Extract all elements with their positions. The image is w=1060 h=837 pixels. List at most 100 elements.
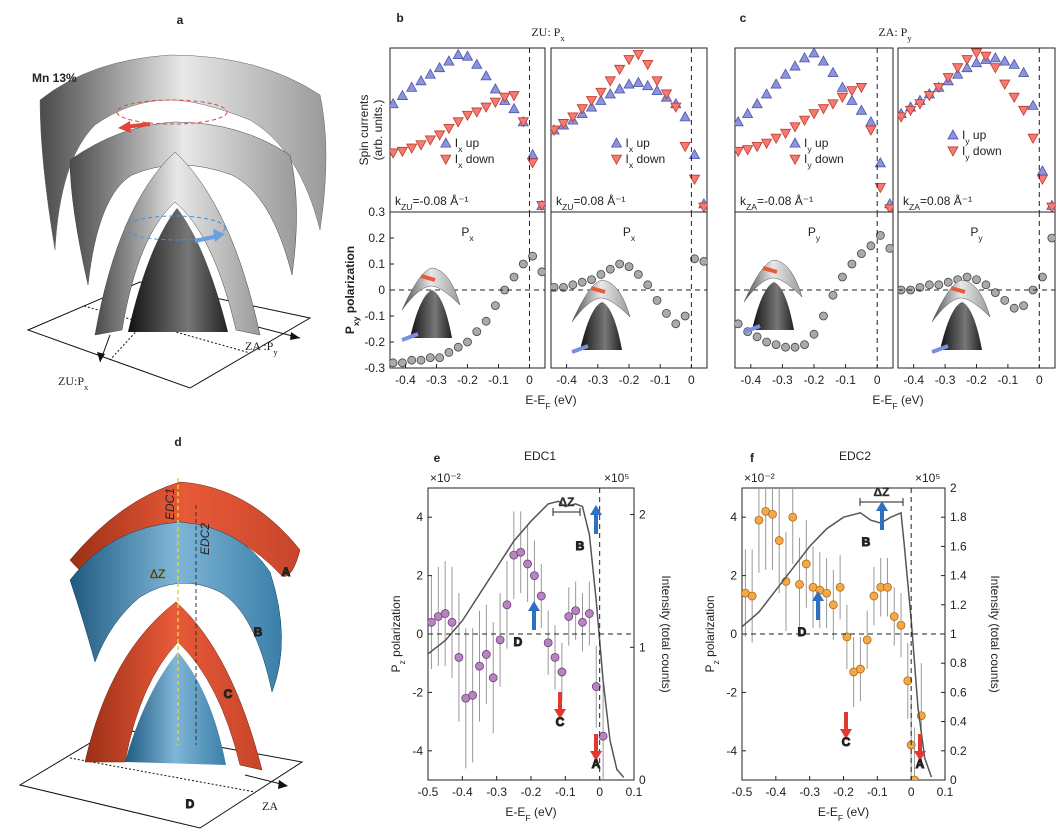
y-tick-label: 0.1 bbox=[368, 257, 385, 271]
plot-area bbox=[734, 231, 894, 351]
marker bbox=[867, 242, 875, 250]
x-tick-label: -0.5 bbox=[418, 785, 439, 799]
x-tick-label: 0 bbox=[908, 785, 915, 799]
marker bbox=[829, 291, 837, 299]
marker bbox=[856, 665, 864, 673]
k-label: kZA=0.08 Å⁻¹ bbox=[903, 193, 972, 212]
marker bbox=[661, 90, 671, 99]
x-tick-label: 0.1 bbox=[937, 785, 954, 799]
marker bbox=[781, 129, 791, 138]
marker bbox=[426, 354, 434, 362]
x-axis-label: E-EF (eV) bbox=[872, 393, 923, 411]
x-tick-label: -0.3 bbox=[587, 373, 608, 387]
delta-z: ΔZ bbox=[559, 495, 575, 509]
y-tick-label: 0 bbox=[730, 627, 737, 641]
text-part: P bbox=[970, 225, 978, 239]
y2-tick-label: 0.4 bbox=[950, 715, 967, 729]
marker bbox=[818, 56, 828, 65]
marker bbox=[524, 560, 532, 568]
marker bbox=[790, 155, 800, 164]
marker bbox=[572, 607, 580, 615]
text-part: down bbox=[462, 152, 494, 166]
marker bbox=[1001, 296, 1009, 304]
x-tick-label: -0.4 bbox=[556, 373, 577, 387]
marker bbox=[823, 589, 831, 597]
x-tick-label: -0.3 bbox=[486, 785, 507, 799]
x-tick-label: -0.3 bbox=[935, 373, 956, 387]
x-tick-label: 0 bbox=[526, 373, 533, 387]
marker bbox=[652, 77, 662, 86]
plot-frame bbox=[551, 48, 707, 212]
marker bbox=[829, 601, 837, 609]
marker bbox=[625, 263, 633, 271]
marker bbox=[633, 77, 643, 86]
marker bbox=[762, 139, 772, 148]
marker bbox=[455, 653, 463, 661]
marker bbox=[445, 348, 453, 356]
y2-tick-label: 0 bbox=[950, 773, 957, 787]
marker bbox=[752, 99, 762, 108]
subscript: x bbox=[469, 233, 474, 243]
y-axis-label: Pxy polarization bbox=[343, 246, 361, 334]
text-part: (eV) bbox=[551, 393, 577, 407]
x-tick-label: -0.3 bbox=[799, 785, 820, 799]
marker bbox=[596, 88, 606, 97]
plot-frame bbox=[390, 48, 545, 212]
band-label: C bbox=[842, 735, 851, 749]
plot-area bbox=[741, 453, 931, 833]
chart bbox=[388, 48, 547, 212]
inset-label: Px bbox=[461, 225, 474, 243]
inset-label: Py bbox=[808, 225, 821, 243]
k-label: kZU=-0.08 Å⁻¹ bbox=[395, 193, 469, 212]
text-part: up bbox=[462, 136, 479, 150]
y-tick-label: 4 bbox=[416, 510, 423, 524]
text-part: down bbox=[970, 144, 1002, 158]
y-tick-label: -4 bbox=[726, 744, 737, 758]
chart bbox=[733, 48, 895, 214]
marker bbox=[837, 82, 847, 91]
section-title: ZU: Px bbox=[531, 25, 565, 43]
marker bbox=[753, 333, 761, 341]
marker bbox=[454, 343, 462, 351]
axis-label: ZU:Px bbox=[58, 374, 89, 392]
band-arrow-head bbox=[528, 601, 540, 611]
marker bbox=[672, 320, 680, 328]
plot-area bbox=[388, 50, 547, 211]
inset-sketch bbox=[940, 302, 982, 350]
text-part: =0.08 Å⁻¹ bbox=[920, 193, 972, 208]
text-part: P bbox=[389, 665, 403, 673]
text-part: P bbox=[623, 225, 631, 239]
marker bbox=[544, 639, 552, 647]
x-tick-label: -0.2 bbox=[804, 373, 825, 387]
marker bbox=[883, 583, 891, 591]
marker bbox=[425, 69, 435, 78]
x-tick-label: -0.1 bbox=[488, 373, 509, 387]
subscript: x bbox=[84, 382, 89, 392]
x-tick-label: -0.2 bbox=[966, 373, 987, 387]
marker bbox=[1028, 134, 1038, 143]
figure: abcdefZU: PxZA: PyEDC1EDC2Mn 13%ZA :PyZU… bbox=[0, 0, 1060, 837]
band-label: A bbox=[592, 757, 601, 771]
text-part: (eV) bbox=[898, 393, 924, 407]
y-axis-label: (arb. units.) bbox=[371, 100, 385, 161]
subscript: y bbox=[907, 33, 912, 43]
text-part: up bbox=[633, 136, 650, 150]
x-tick-label: -0.2 bbox=[833, 785, 854, 799]
text-part: polarization bbox=[703, 595, 717, 660]
delta-z: ΔZ bbox=[874, 485, 890, 499]
marker bbox=[569, 281, 577, 289]
text-part: =-0.08 Å⁻¹ bbox=[757, 193, 813, 208]
y2-axis-label: Intensity (total counts) bbox=[988, 575, 1002, 692]
y2-tick-label: 2 bbox=[950, 481, 957, 495]
marker bbox=[972, 49, 982, 58]
x-tick-label: -0.2 bbox=[619, 373, 640, 387]
marker bbox=[681, 312, 689, 320]
marker bbox=[734, 320, 742, 328]
marker bbox=[870, 592, 878, 600]
marker bbox=[605, 89, 615, 98]
marker bbox=[612, 155, 622, 164]
marker bbox=[911, 776, 919, 784]
plot-area bbox=[549, 51, 709, 213]
marker bbox=[463, 111, 473, 120]
marker bbox=[633, 51, 643, 60]
